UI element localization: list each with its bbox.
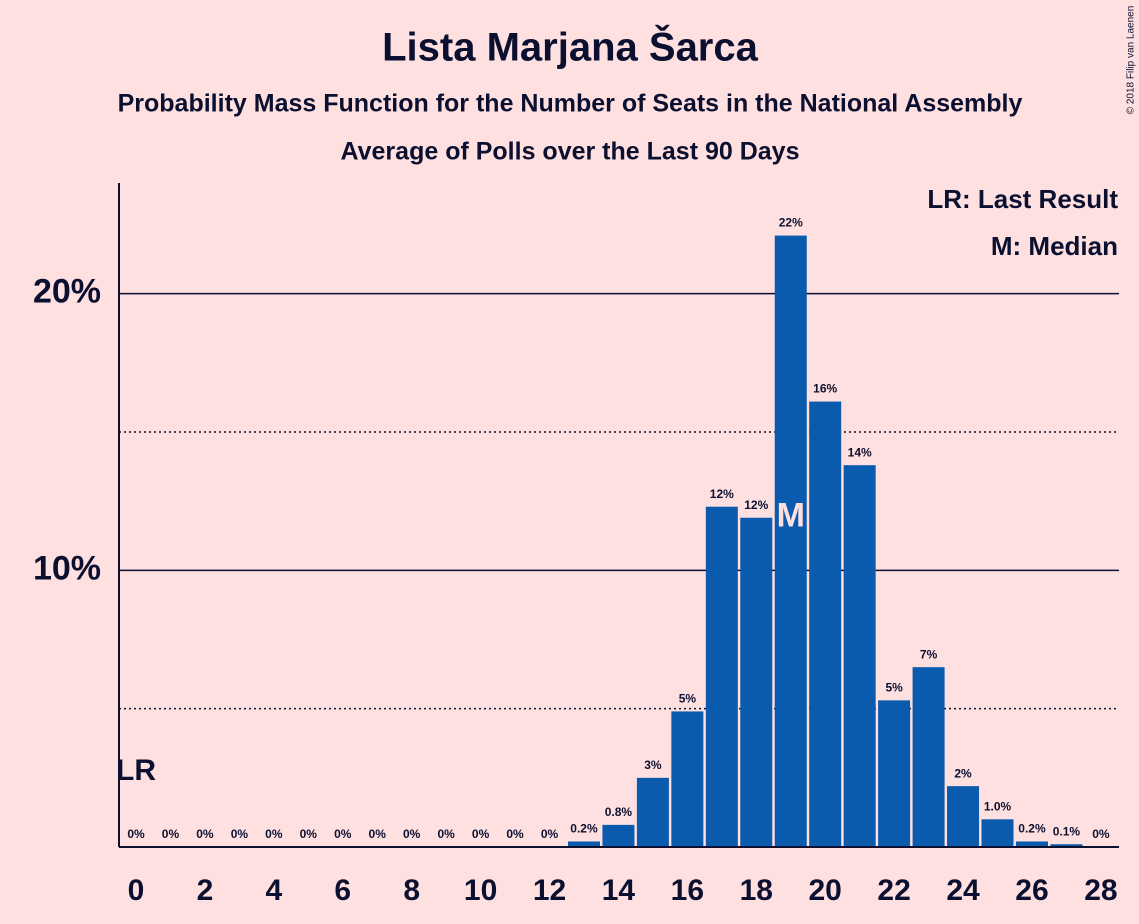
value-label: 12% (744, 498, 768, 512)
bar (843, 465, 876, 847)
value-label: 7% (920, 647, 938, 661)
value-label: 0% (162, 827, 180, 841)
x-tick-label: 10 (464, 874, 497, 907)
bar (636, 777, 669, 847)
value-label: 5% (885, 681, 903, 695)
bar (981, 819, 1014, 847)
value-label: 0% (472, 827, 490, 841)
legend-entry: M: Median (991, 231, 1118, 261)
value-label: 5% (679, 692, 697, 706)
bar (912, 667, 945, 847)
copyright: © 2018 Filip van Laenen (1126, 6, 1137, 115)
x-tick-label: 16 (671, 874, 704, 907)
bar (602, 824, 635, 847)
value-label: 2% (954, 766, 972, 780)
bar (705, 506, 738, 847)
value-label: 0% (334, 827, 352, 841)
value-label: 14% (848, 445, 872, 459)
chart-title: Lista Marjana Šarca (382, 24, 758, 70)
value-label: 0.8% (605, 805, 633, 819)
x-tick-label: 28 (1084, 874, 1117, 907)
bar (567, 841, 600, 847)
value-label: 0% (403, 827, 421, 841)
bar (1050, 844, 1083, 847)
value-label: 0% (231, 827, 249, 841)
x-tick-label: 8 (403, 874, 420, 907)
x-tick-label: 6 (334, 874, 351, 907)
value-label: 0% (1092, 827, 1110, 841)
value-label: 16% (813, 382, 837, 396)
value-label: 12% (710, 487, 734, 501)
value-label: 0.2% (570, 822, 598, 836)
value-label: 0.1% (1053, 824, 1081, 838)
x-tick-label: 20 (809, 874, 842, 907)
value-label: 0% (437, 827, 455, 841)
x-tick-label: 14 (602, 874, 636, 907)
x-tick-label: 22 (877, 874, 910, 907)
y-tick-label: 10% (33, 549, 101, 587)
bar (774, 235, 807, 848)
bar (671, 711, 704, 847)
x-tick-label: 24 (946, 874, 980, 907)
x-tick-label: 26 (1015, 874, 1048, 907)
chart-subtitle: Average of Polls over the Last 90 Days (341, 138, 800, 166)
value-label: 0% (196, 827, 214, 841)
bar (809, 401, 842, 847)
value-label: 3% (644, 758, 662, 772)
last-result-marker: LR (116, 754, 156, 787)
x-tick-label: 18 (740, 874, 773, 907)
value-label: 22% (779, 216, 803, 230)
bar (1015, 841, 1048, 847)
chart-subtitle: Probability Mass Function for the Number… (118, 90, 1023, 118)
value-label: 0% (369, 827, 387, 841)
value-label: 0% (506, 827, 524, 841)
legend-entry: LR: Last Result (927, 184, 1118, 214)
bar (740, 517, 773, 847)
value-label: 0% (127, 827, 145, 841)
value-label: 0% (541, 827, 559, 841)
value-label: 0.2% (1018, 822, 1046, 836)
x-tick-label: 0 (128, 874, 145, 907)
value-label: 0% (300, 827, 318, 841)
x-tick-label: 2 (197, 874, 214, 907)
bar (878, 700, 911, 847)
median-marker: M (777, 496, 805, 534)
value-label: 0% (265, 827, 283, 841)
value-label: 1.0% (984, 800, 1012, 814)
x-tick-label: 4 (265, 874, 282, 907)
y-tick-label: 20% (33, 273, 101, 311)
x-tick-label: 12 (533, 874, 566, 907)
bar (947, 786, 980, 847)
